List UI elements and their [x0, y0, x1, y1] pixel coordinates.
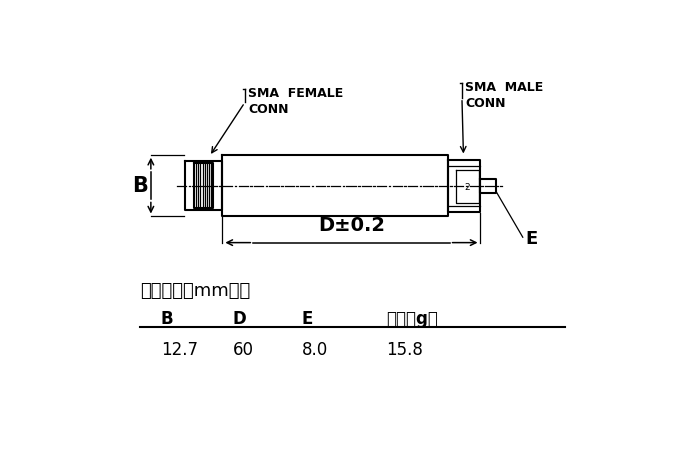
Text: 外观尺寰（mm）：: 外观尺寰（mm）： — [140, 282, 250, 300]
Text: 8.0: 8.0 — [302, 341, 328, 359]
Text: 2: 2 — [464, 183, 470, 192]
Text: B: B — [161, 310, 173, 328]
Text: 12.7: 12.7 — [161, 341, 198, 359]
Text: D: D — [233, 310, 246, 328]
Text: 60: 60 — [233, 341, 253, 359]
Text: B: B — [132, 175, 148, 196]
Text: 15.8: 15.8 — [387, 341, 423, 359]
Text: E: E — [302, 310, 313, 328]
Text: SMA  MALE
CONN: SMA MALE CONN — [465, 81, 544, 110]
Text: D±0.2: D±0.2 — [318, 216, 385, 235]
Text: E: E — [525, 230, 537, 248]
Text: SMA  FEMALE
CONN: SMA FEMALE CONN — [248, 87, 343, 116]
Text: 重量（g）: 重量（g） — [387, 310, 438, 328]
